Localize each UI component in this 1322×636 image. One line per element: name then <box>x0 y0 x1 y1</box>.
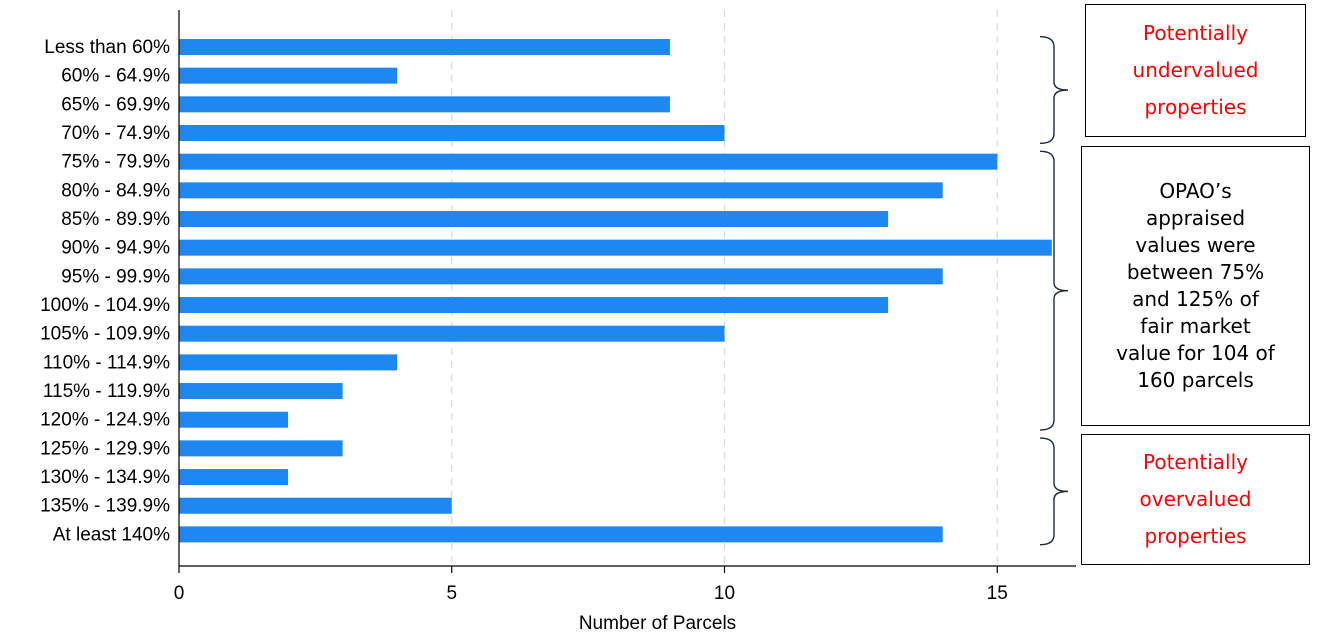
bar <box>179 125 725 142</box>
bar <box>179 526 943 543</box>
note-line: values were <box>1135 233 1256 257</box>
note-line: 160 parcels <box>1137 368 1254 392</box>
undervalued-note-text: Potentially undervalued properties <box>1133 15 1259 126</box>
x-tick-label: 15 <box>987 583 1008 604</box>
note-line: properties <box>1144 95 1247 119</box>
bars <box>179 39 1052 543</box>
category-label: 85% - 89.9% <box>61 209 170 230</box>
category-label: 75% - 79.9% <box>61 152 170 173</box>
bar <box>179 469 289 486</box>
bar <box>179 268 943 285</box>
note-line: OPAO’s <box>1159 179 1232 203</box>
bar <box>179 497 452 514</box>
overvalued-note-text: Potentially overvalued properties <box>1140 444 1252 555</box>
group-brace <box>1039 437 1069 546</box>
axes: 0 5 10 15 <box>174 10 1076 604</box>
category-label: 120% - 124.9% <box>40 410 170 431</box>
category-label: 115% - 119.9% <box>43 381 170 402</box>
category-label: 95% - 99.9% <box>61 266 170 287</box>
category-label: 90% - 94.9% <box>61 238 170 259</box>
braces <box>1039 35 1069 546</box>
category-label: 70% - 74.9% <box>61 123 170 144</box>
category-label: Less than 60% <box>44 37 170 58</box>
bar <box>179 440 343 457</box>
note-line: undervalued <box>1132 58 1259 82</box>
group-brace <box>1039 35 1069 145</box>
note-line: fair market <box>1140 314 1251 338</box>
note-line: Potentially <box>1142 21 1248 45</box>
note-line: and 125% of <box>1132 287 1259 311</box>
bar <box>179 239 1052 256</box>
category-label: 100% - 104.9% <box>40 295 170 316</box>
note-line: Potentially <box>1142 450 1248 474</box>
note-line: overvalued <box>1139 487 1252 511</box>
undervalued-note-box: Potentially undervalued properties <box>1085 4 1306 137</box>
category-label: At least 140% <box>53 524 170 545</box>
category-label: 65% - 69.9% <box>61 94 170 115</box>
bar <box>179 383 343 400</box>
x-axis-title: Number of Parcels <box>579 613 736 634</box>
x-tick-label: 0 <box>174 583 185 604</box>
category-label: 130% - 134.9% <box>40 467 170 488</box>
x-tick-label: 5 <box>446 583 457 604</box>
bar <box>179 411 289 428</box>
category-label: 105% - 109.9% <box>40 324 170 345</box>
bar <box>179 325 725 342</box>
note-line: properties <box>1144 524 1247 548</box>
grid-lines <box>451 10 998 566</box>
fair-value-note-box: OPAO’s appraised values were between 75%… <box>1081 146 1310 426</box>
bar <box>179 96 670 113</box>
group-brace <box>1039 150 1069 431</box>
bar <box>179 211 889 228</box>
category-label: 125% - 129.9% <box>40 438 170 459</box>
bar <box>179 67 398 84</box>
category-label: 110% - 114.9% <box>43 352 170 373</box>
category-labels: Less than 60% 60% - 64.9% 65% - 69.9% 70% -… <box>40 37 170 545</box>
bar <box>179 39 670 55</box>
bar <box>179 297 889 314</box>
category-label: 80% - 84.9% <box>61 180 170 201</box>
category-label: 60% - 64.9% <box>61 66 170 87</box>
note-line: appraised <box>1145 206 1246 230</box>
bar <box>179 354 398 371</box>
category-label: 135% - 139.9% <box>40 496 170 517</box>
bar <box>179 153 998 170</box>
x-tick-label: 10 <box>714 583 735 604</box>
overvalued-note-box: Potentially overvalued properties <box>1081 434 1310 565</box>
note-line: between 75% <box>1126 260 1265 284</box>
note-line: value for 104 of <box>1116 341 1275 365</box>
bar <box>179 182 943 199</box>
fair-value-note-text: OPAO’s appraised values were between 75%… <box>1116 178 1275 394</box>
